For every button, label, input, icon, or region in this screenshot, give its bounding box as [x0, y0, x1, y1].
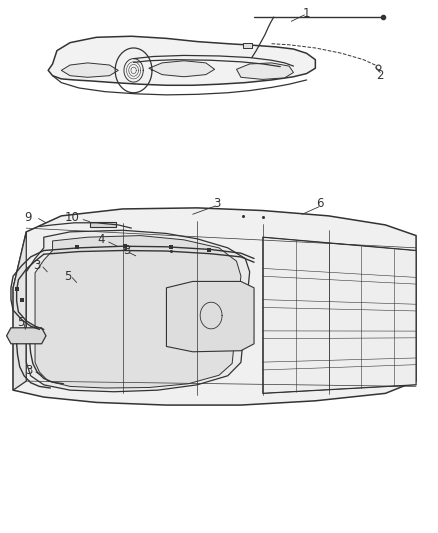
- Polygon shape: [48, 36, 315, 85]
- Text: 3: 3: [124, 244, 131, 257]
- Polygon shape: [263, 237, 416, 393]
- Text: 9: 9: [25, 211, 32, 224]
- Text: 3: 3: [213, 197, 220, 210]
- Polygon shape: [90, 222, 116, 227]
- Text: 1: 1: [303, 7, 311, 20]
- Text: 3: 3: [34, 259, 41, 272]
- Polygon shape: [26, 230, 250, 392]
- Polygon shape: [7, 328, 46, 344]
- Polygon shape: [13, 232, 26, 390]
- Polygon shape: [35, 236, 241, 388]
- Text: 5: 5: [18, 316, 25, 329]
- Polygon shape: [243, 43, 252, 48]
- Polygon shape: [13, 208, 416, 405]
- Polygon shape: [61, 63, 118, 77]
- Text: 4: 4: [97, 233, 105, 246]
- Text: 3: 3: [25, 364, 32, 377]
- Polygon shape: [237, 63, 293, 79]
- Polygon shape: [166, 281, 254, 352]
- Polygon shape: [149, 61, 215, 77]
- Text: 5: 5: [64, 270, 71, 282]
- Text: 10: 10: [65, 211, 80, 224]
- Text: 2: 2: [376, 69, 384, 82]
- Text: 6: 6: [316, 197, 324, 210]
